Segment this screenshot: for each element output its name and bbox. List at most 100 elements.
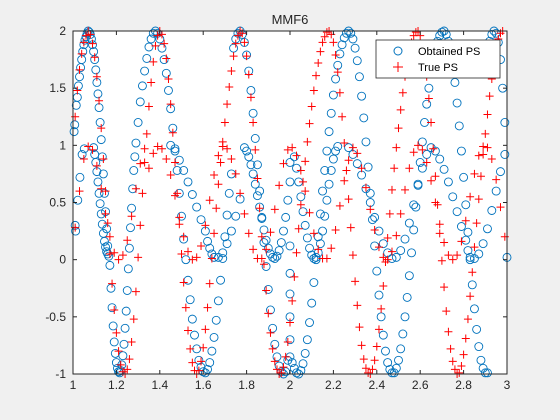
true-ps-point: [344, 156, 353, 165]
true-ps-point: [136, 221, 145, 230]
x-tick-label: 1: [70, 378, 77, 392]
true-ps-point: [305, 208, 314, 217]
obtained-ps-point: [463, 227, 473, 237]
true-ps-point: [140, 144, 149, 153]
true-ps-point: [470, 243, 479, 252]
obtained-ps-point: [285, 241, 295, 251]
obtained-ps-point: [461, 200, 471, 210]
true-ps-point: [223, 100, 232, 109]
true-ps-point: [331, 225, 340, 234]
true-ps-point: [225, 83, 234, 92]
obtained-ps-point: [285, 335, 295, 345]
true-ps-point: [335, 201, 344, 210]
obtained-ps-point: [96, 135, 106, 145]
true-ps-point: [114, 347, 123, 356]
obtained-ps-point: [253, 191, 262, 201]
true-ps-point: [184, 326, 193, 335]
true-ps-point: [327, 244, 336, 253]
obtained-ps-point: [333, 142, 343, 151]
x-tick-label: 3: [504, 378, 511, 392]
obtained-ps-point: [328, 154, 338, 164]
obtained-ps-point: [361, 137, 371, 147]
true-ps-point: [435, 229, 444, 238]
true-ps-point: [427, 176, 436, 185]
obtained-ps-point: [435, 154, 445, 164]
obtained-ps-point: [309, 278, 319, 287]
obtained-ps-point: [93, 89, 103, 99]
true-ps-point: [160, 39, 169, 48]
true-ps-point: [481, 129, 490, 138]
x-tick-label: 1.4: [151, 378, 168, 392]
true-ps-point: [351, 277, 360, 286]
obtained-ps-point: [322, 195, 332, 205]
obtained-ps-point: [324, 127, 334, 137]
true-ps-point: [262, 286, 271, 295]
true-ps-point: [466, 192, 475, 201]
obtained-ps-point: [78, 47, 88, 57]
obtained-ps-point: [350, 43, 360, 53]
obtained-ps-point: [250, 134, 260, 143]
obtained-ps-point: [122, 286, 132, 295]
true-ps-point: [359, 355, 368, 364]
obtained-ps-point: [465, 255, 475, 265]
true-ps-point: [442, 307, 451, 316]
true-ps-point: [144, 102, 153, 111]
obtained-ps-point: [177, 211, 186, 221]
true-ps-point: [357, 341, 366, 350]
obtained-ps-point: [359, 113, 369, 123]
obtained-ps-point: [209, 252, 219, 262]
obtained-ps-point: [135, 97, 145, 107]
obtained-ps-point: [107, 303, 117, 313]
obtained-ps-point: [487, 206, 497, 215]
true-ps-point: [322, 254, 331, 263]
obtained-ps-point: [357, 91, 367, 101]
obtained-ps-point: [159, 55, 169, 65]
obtained-ps-point: [224, 188, 234, 198]
obtained-ps-point: [354, 72, 364, 82]
true-ps-point: [485, 92, 494, 101]
true-ps-point: [370, 356, 379, 365]
obtained-ps-point: [352, 56, 362, 66]
true-ps-point: [166, 171, 175, 180]
true-ps-point: [112, 328, 121, 337]
obtained-ps-point: [172, 166, 182, 175]
true-ps-point: [283, 337, 292, 346]
true-ps-point: [387, 185, 396, 194]
true-ps-point: [342, 166, 351, 175]
x-tick-label: 1.2: [108, 378, 125, 392]
obtained-ps-point: [298, 207, 308, 217]
true-ps-point: [125, 355, 134, 364]
true-ps-point: [418, 145, 427, 154]
obtained-ps-point: [422, 150, 432, 159]
obtained-ps-point: [409, 200, 419, 210]
true-ps-point: [461, 334, 470, 343]
obtained-ps-point: [93, 177, 103, 187]
obtained-ps-point: [459, 172, 469, 182]
obtained-ps-point: [222, 210, 232, 220]
true-ps-point: [466, 292, 475, 301]
obtained-ps-point: [320, 166, 330, 175]
true-ps-point: [368, 365, 377, 374]
obtained-ps-point: [155, 34, 165, 44]
obtained-ps-point: [400, 312, 410, 322]
y-tick-label: 0: [59, 253, 66, 267]
true-ps-point: [97, 184, 106, 193]
obtained-ps-point: [285, 158, 295, 167]
true-ps-point: [270, 205, 279, 214]
true-ps-point: [266, 328, 275, 337]
true-ps-point: [210, 229, 219, 238]
true-ps-point: [290, 272, 299, 281]
true-ps-point: [162, 54, 171, 63]
obtained-ps-point: [192, 202, 202, 212]
true-ps-point: [210, 171, 219, 180]
true-ps-point: [361, 183, 370, 192]
obtained-ps-point: [123, 264, 133, 274]
true-ps-point: [370, 225, 379, 234]
true-ps-point: [92, 161, 101, 170]
obtained-ps-point: [500, 150, 510, 159]
obtained-ps-point: [272, 251, 282, 261]
true-ps-point: [131, 184, 140, 193]
obtained-ps-point: [218, 254, 228, 263]
obtained-ps-point: [266, 305, 275, 315]
true-ps-point: [170, 158, 179, 167]
